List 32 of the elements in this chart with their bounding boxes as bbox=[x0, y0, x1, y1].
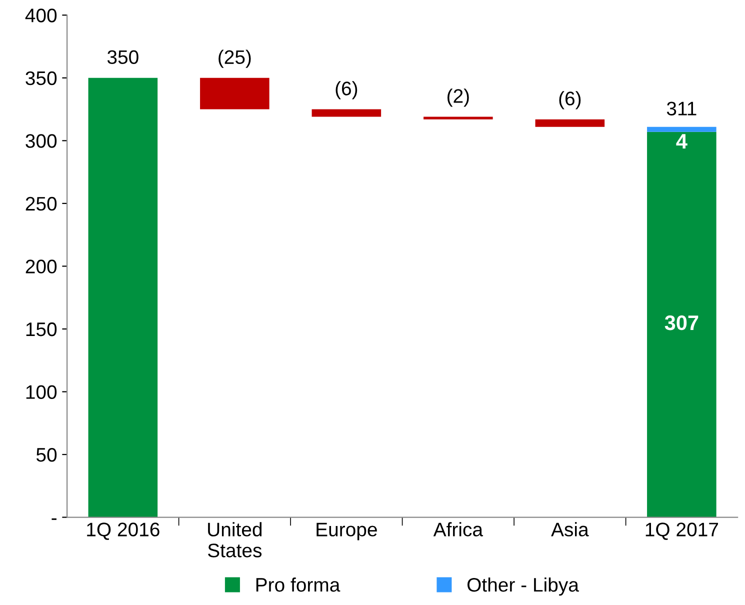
x-tick-label: United States bbox=[208, 522, 262, 558]
bar bbox=[88, 78, 158, 518]
bar bbox=[535, 119, 605, 127]
bar bbox=[424, 116, 493, 120]
bar bbox=[647, 126, 716, 132]
x-tick-label: Europe bbox=[316, 522, 377, 540]
y-tick-label: 350 bbox=[26, 71, 57, 86]
y-tick-label: 50 bbox=[36, 448, 57, 462]
bar bbox=[200, 78, 270, 110]
y-tick-label: - bbox=[52, 518, 56, 520]
legend-label: Pro forma bbox=[256, 577, 340, 592]
data-label: (6) bbox=[559, 91, 581, 110]
data-label: 307 bbox=[664, 315, 698, 330]
bar bbox=[312, 109, 382, 117]
y-tick-label: 300 bbox=[26, 134, 57, 148]
y-tick-label: 250 bbox=[26, 196, 57, 211]
bar bbox=[647, 132, 716, 518]
y-tick-label: 400 bbox=[25, 8, 57, 22]
x-tick-label: Africa bbox=[433, 522, 484, 536]
y-tick-label: 100 bbox=[26, 385, 57, 399]
data-label: (2) bbox=[448, 88, 469, 107]
legend-label: Other - Libya bbox=[467, 577, 579, 596]
y-tick-label: 200 bbox=[26, 260, 57, 274]
data-label: (6) bbox=[336, 81, 358, 100]
x-tick-label: 1Q 2016 bbox=[87, 522, 160, 540]
data-label: 350 bbox=[107, 50, 138, 64]
total-label: 311 bbox=[666, 102, 696, 116]
x-tick-label: Asia bbox=[551, 522, 589, 536]
y-tick-label: 150 bbox=[26, 322, 57, 336]
data-label: (25) bbox=[218, 50, 251, 68]
x-tick-label: 1Q 2017 bbox=[646, 522, 718, 540]
data-label: 4 bbox=[676, 134, 688, 148]
